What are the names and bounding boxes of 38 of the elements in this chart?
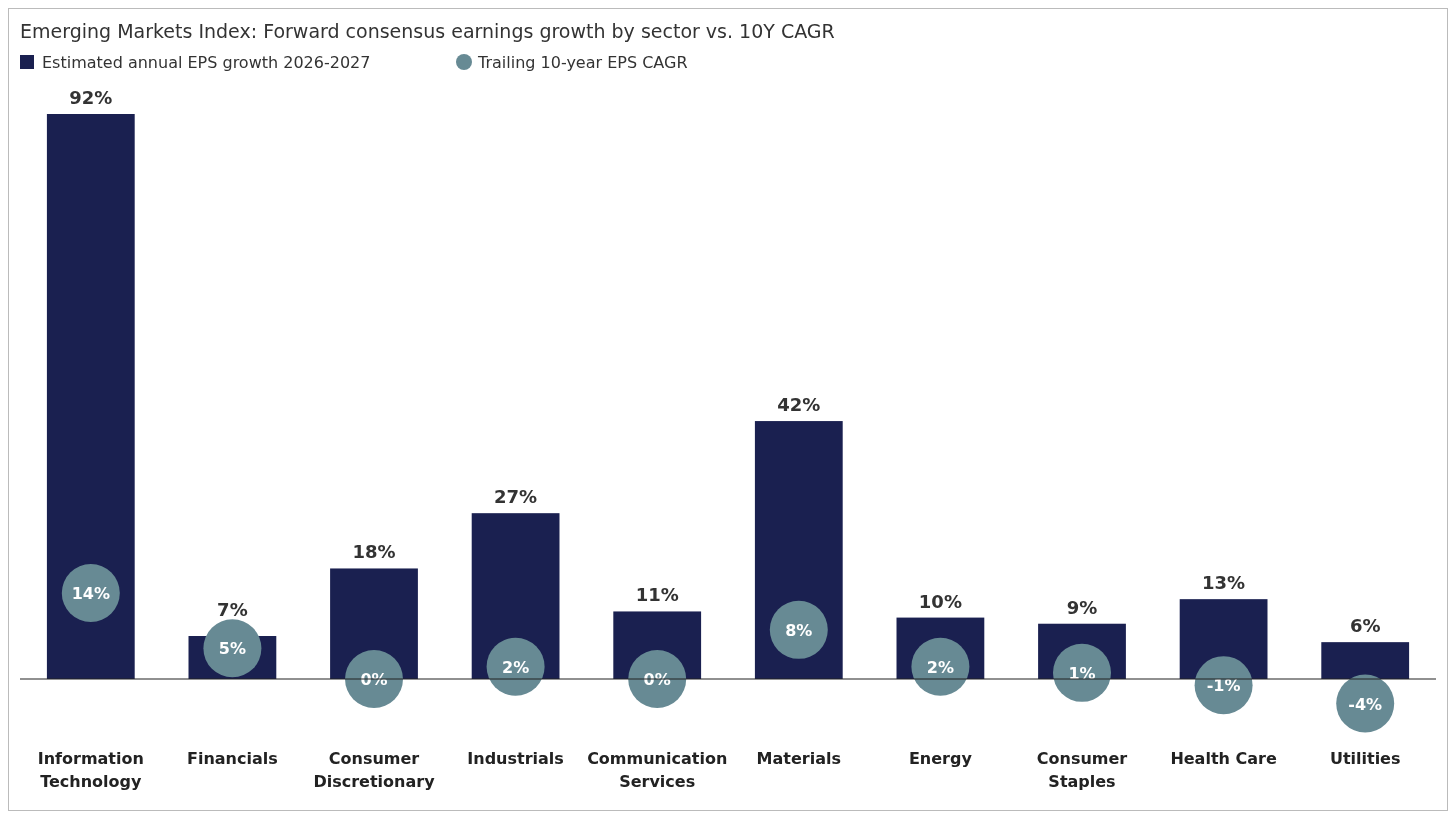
data-label: 14% [71,584,110,604]
x-tick-label: Health Care [1170,749,1277,768]
x-tick-label: Consumer Discretionary [313,749,436,791]
point [769,600,828,659]
data-label: 2% [502,657,530,677]
data-label: 18% [352,541,396,563]
data-label: 5% [218,639,246,659]
data-label: 27% [494,486,538,508]
data-label: -4% [1348,694,1383,714]
chart-title: Emerging Markets Index: Forward consensus earnings growth by sector vs. 10Y CAGR [20,20,835,42]
bar [1321,642,1410,679]
data-label: 0% [643,670,671,689]
x-tick-label: Industrials [467,749,564,768]
data-label: 11% [635,584,679,606]
point [1053,643,1111,702]
data-label: 2% [926,657,954,677]
data-label: 7% [217,599,248,621]
data-label: 1% [1068,663,1096,683]
legend-label: Trailing 10-year EPS CAGR [477,53,688,72]
x-tick-label: Consumer Staples [1036,749,1128,791]
bar [46,114,135,679]
data-label: 13% [1202,572,1246,594]
data-label: 42% [777,394,821,416]
data-label: 8% [785,620,813,640]
data-label: 6% [1349,615,1381,637]
x-tick-label: Utilities [1329,749,1401,768]
point [203,619,262,678]
x-tick-label: Financials [187,749,278,768]
data-label: 10% [918,590,962,612]
legend-label: Estimated annual EPS growth 2026-2027 [42,53,371,72]
x-tick-label: Information Technology [37,749,144,791]
data-label: 9% [1066,596,1098,618]
data-label: 92% [69,87,113,108]
x-tick-label: Energy [908,749,973,768]
x-tick-label: Materials [756,749,841,768]
x-tick-label: Communication Services [587,749,728,791]
data-label: -1% [1206,676,1241,696]
data-label: 0% [360,670,388,689]
